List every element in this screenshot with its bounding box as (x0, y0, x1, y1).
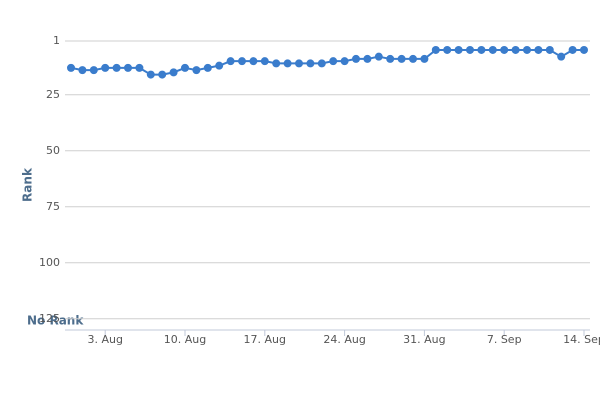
data-point (135, 63, 144, 72)
y-tick-label: 75 (46, 200, 60, 213)
data-point (272, 59, 281, 68)
data-point (580, 45, 588, 54)
data-point (112, 63, 121, 72)
data-point (500, 45, 509, 54)
data-point (568, 45, 577, 54)
x-tick-label: 7. Sep (487, 333, 522, 346)
data-point (78, 66, 87, 75)
data-point (409, 54, 417, 63)
data-point (203, 63, 212, 72)
data-point (443, 45, 452, 54)
data-point (249, 57, 258, 66)
data-point (67, 63, 75, 72)
data-point (181, 63, 189, 72)
x-tick-label: 31. Aug (403, 333, 445, 346)
x-tick-label: 17. Aug (244, 333, 286, 346)
data-point (431, 45, 440, 54)
data-point (158, 70, 167, 79)
x-tick-label: 24. Aug (323, 333, 365, 346)
data-point (488, 45, 497, 54)
data-point (352, 54, 360, 63)
y-tick-label: 100 (39, 256, 60, 269)
series-line (70, 48, 584, 76)
data-point (329, 57, 338, 66)
data-point (545, 45, 554, 54)
data-point (306, 59, 315, 68)
data-point (523, 45, 531, 54)
x-tick-label: 14. Sep (563, 333, 600, 346)
x-tick-label: 3. Aug (87, 333, 122, 346)
data-point (192, 66, 201, 75)
data-point (215, 61, 224, 70)
y-tick-label: 25 (46, 88, 60, 101)
data-point (238, 57, 246, 66)
y-tick-label: 1 (53, 34, 60, 47)
data-point (466, 45, 474, 54)
data-point (295, 59, 303, 68)
data-point (511, 45, 520, 54)
data-point (226, 57, 235, 66)
data-point (101, 63, 110, 72)
data-point (124, 63, 132, 72)
data-point (454, 45, 463, 54)
y-axis-label: Rank (21, 167, 35, 202)
data-point (283, 59, 292, 68)
y-tick-label: 125 (39, 312, 60, 325)
no-rank-label: No Rank (27, 314, 84, 328)
data-point (374, 52, 383, 61)
data-point (534, 45, 543, 54)
data-point (386, 54, 395, 63)
x-tick-label: 10. Aug (164, 333, 206, 346)
data-point (363, 54, 372, 63)
data-point (420, 54, 429, 63)
data-point (397, 54, 406, 63)
data-point (89, 66, 98, 75)
data-point (260, 57, 269, 66)
data-point (169, 68, 178, 77)
data-point (146, 70, 155, 79)
data-point (340, 57, 349, 66)
y-tick-label: 50 (46, 144, 60, 157)
data-point (317, 59, 326, 68)
data-point (477, 45, 486, 54)
data-point (557, 52, 566, 61)
